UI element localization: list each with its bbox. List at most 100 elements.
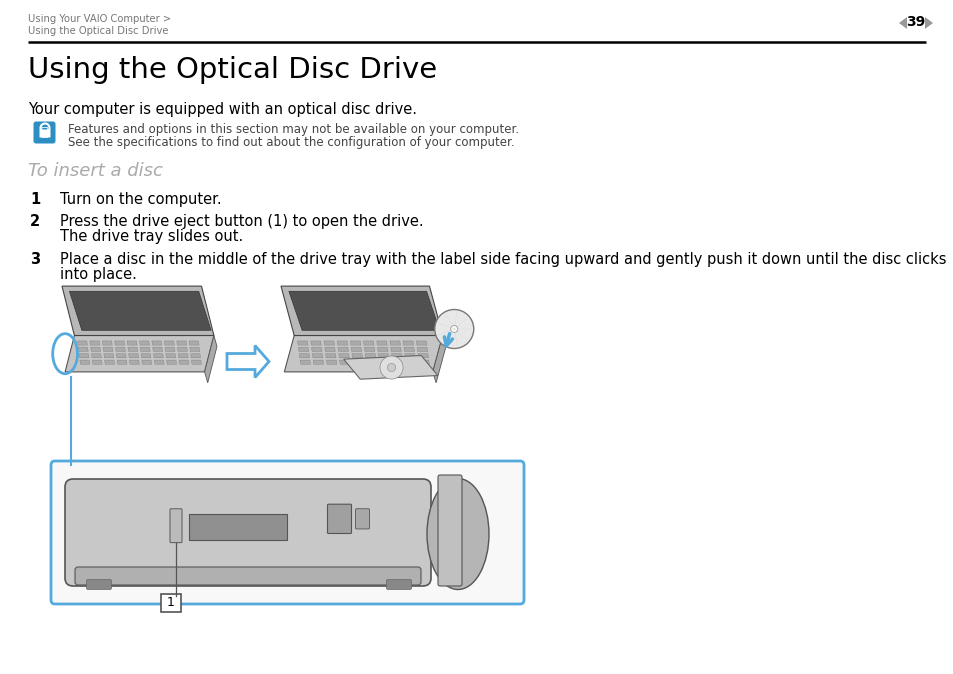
FancyBboxPatch shape: [189, 514, 287, 540]
Text: Turn on the computer.: Turn on the computer.: [60, 192, 221, 207]
Polygon shape: [353, 360, 363, 364]
Polygon shape: [404, 354, 415, 358]
Polygon shape: [339, 360, 350, 364]
Polygon shape: [325, 354, 335, 358]
FancyBboxPatch shape: [327, 504, 351, 534]
Polygon shape: [898, 17, 906, 29]
Polygon shape: [365, 354, 375, 358]
Polygon shape: [152, 347, 162, 351]
Polygon shape: [343, 355, 437, 379]
Text: 39: 39: [905, 15, 924, 29]
Text: 1: 1: [30, 192, 40, 207]
Polygon shape: [289, 291, 439, 330]
Polygon shape: [167, 360, 176, 364]
Text: Features and options in this section may not be available on your computer.: Features and options in this section may…: [68, 123, 518, 136]
Text: 1: 1: [167, 596, 174, 609]
Polygon shape: [128, 347, 137, 351]
Polygon shape: [189, 341, 199, 345]
Text: ⚿: ⚿: [41, 126, 49, 139]
Polygon shape: [192, 360, 201, 364]
FancyBboxPatch shape: [65, 479, 431, 586]
FancyBboxPatch shape: [437, 475, 461, 586]
Polygon shape: [91, 354, 101, 358]
Polygon shape: [130, 360, 139, 364]
Polygon shape: [416, 341, 426, 345]
Polygon shape: [363, 341, 374, 345]
Polygon shape: [324, 341, 335, 345]
Polygon shape: [179, 360, 189, 364]
Polygon shape: [176, 341, 187, 345]
FancyBboxPatch shape: [75, 567, 420, 585]
Polygon shape: [377, 347, 388, 351]
Polygon shape: [116, 354, 126, 358]
Polygon shape: [417, 354, 428, 358]
FancyBboxPatch shape: [386, 580, 411, 590]
Polygon shape: [418, 360, 429, 364]
Polygon shape: [65, 336, 213, 372]
Polygon shape: [391, 354, 401, 358]
Polygon shape: [403, 341, 414, 345]
Polygon shape: [352, 354, 362, 358]
Polygon shape: [117, 360, 127, 364]
Polygon shape: [326, 360, 336, 364]
Polygon shape: [416, 347, 427, 351]
Polygon shape: [405, 360, 416, 364]
Polygon shape: [80, 360, 90, 364]
Polygon shape: [378, 360, 390, 364]
Polygon shape: [90, 341, 100, 345]
Polygon shape: [227, 346, 269, 377]
Text: into place.: into place.: [60, 267, 136, 282]
Polygon shape: [70, 291, 211, 330]
Text: See the specifications to find out about the configuration of your computer.: See the specifications to find out about…: [68, 136, 514, 149]
FancyBboxPatch shape: [355, 509, 369, 529]
Polygon shape: [204, 336, 216, 383]
Polygon shape: [78, 347, 88, 351]
Polygon shape: [312, 354, 322, 358]
Polygon shape: [376, 341, 387, 345]
Polygon shape: [105, 360, 114, 364]
Polygon shape: [79, 354, 89, 358]
Polygon shape: [364, 347, 375, 351]
Polygon shape: [127, 341, 137, 345]
Polygon shape: [77, 341, 88, 345]
Polygon shape: [350, 341, 360, 345]
Circle shape: [387, 363, 395, 371]
Polygon shape: [299, 354, 310, 358]
Polygon shape: [140, 347, 150, 351]
Text: To insert a disc: To insert a disc: [28, 162, 163, 180]
Polygon shape: [299, 360, 311, 364]
Polygon shape: [433, 336, 446, 383]
Text: 2: 2: [30, 214, 40, 229]
Polygon shape: [178, 354, 188, 358]
Polygon shape: [142, 360, 152, 364]
Polygon shape: [338, 354, 349, 358]
Polygon shape: [164, 341, 174, 345]
Polygon shape: [391, 347, 401, 351]
Polygon shape: [114, 341, 125, 345]
Polygon shape: [190, 347, 199, 351]
Polygon shape: [390, 341, 400, 345]
FancyBboxPatch shape: [51, 461, 523, 604]
Polygon shape: [336, 341, 347, 345]
Polygon shape: [115, 347, 125, 351]
Polygon shape: [166, 354, 175, 358]
Text: Using Your VAIO Computer >: Using Your VAIO Computer >: [28, 14, 171, 24]
Polygon shape: [104, 354, 113, 358]
Polygon shape: [378, 354, 389, 358]
Polygon shape: [153, 354, 163, 358]
Text: The drive tray slides out.: The drive tray slides out.: [60, 229, 243, 244]
Polygon shape: [313, 360, 323, 364]
FancyBboxPatch shape: [39, 129, 51, 137]
Polygon shape: [177, 347, 187, 351]
Polygon shape: [191, 354, 200, 358]
Circle shape: [450, 326, 457, 332]
FancyBboxPatch shape: [33, 121, 55, 144]
Polygon shape: [324, 347, 335, 351]
Polygon shape: [337, 347, 348, 351]
Polygon shape: [312, 347, 322, 351]
Polygon shape: [62, 286, 213, 336]
Text: Press the drive eject button (1) to open the drive.: Press the drive eject button (1) to open…: [60, 214, 423, 229]
Polygon shape: [103, 347, 112, 351]
Polygon shape: [284, 336, 442, 372]
Polygon shape: [141, 354, 151, 358]
